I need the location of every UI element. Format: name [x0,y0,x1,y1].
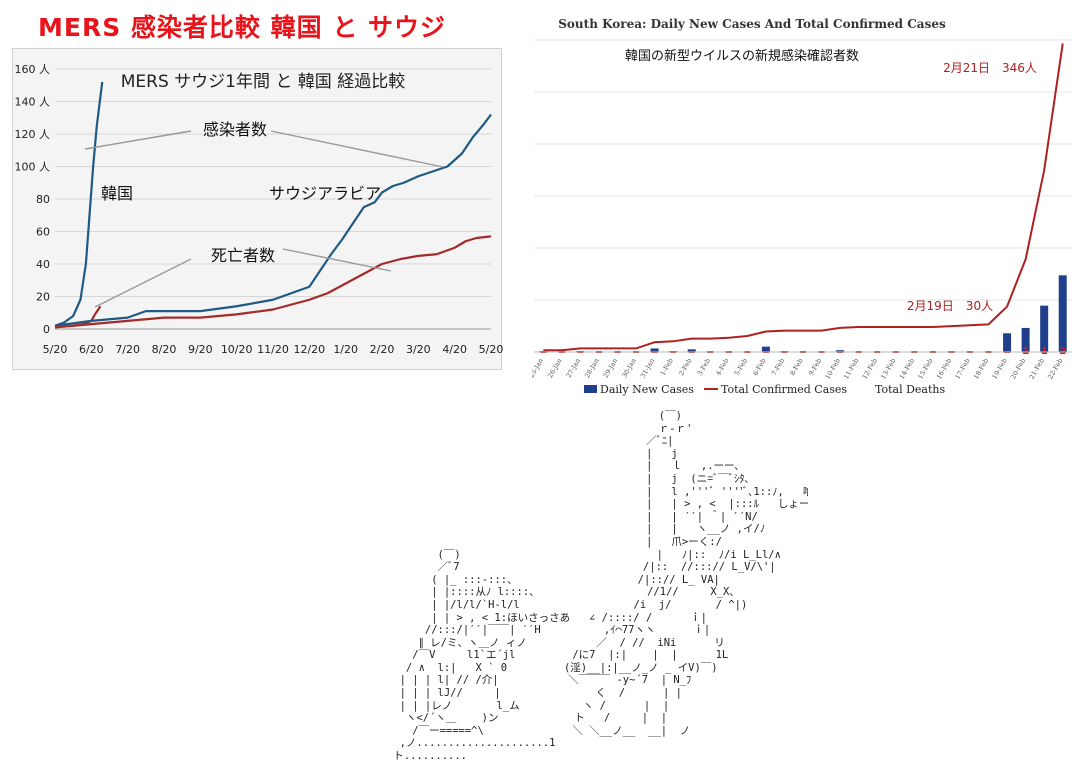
x-tick-label: 12-Feb [861,357,879,381]
x-tick-label: 9/20 [188,343,213,356]
x-tick-label: 5/20 [43,343,68,356]
annotation-pointer [84,130,192,150]
x-tick-label: 13-Feb [879,357,897,381]
series-line-3 [54,235,492,329]
bar-daily-19-Feb [1003,333,1012,352]
chart-subtitle: 韓国の新型ウイルスの新規感染確認者数 [625,48,859,64]
legend-label-daily: Daily New Cases [600,383,694,396]
x-tick-label: 17-Feb [953,357,971,381]
x-tick-label: 1-Feb [659,357,675,377]
bar-daily-20-Feb [1021,327,1030,352]
x-tick-label: 6-Feb [751,357,767,377]
annotation-pointer [94,258,192,308]
x-tick-label: 2/20 [370,343,395,356]
annotation-deaths: 死亡者数 [211,246,275,265]
korea-cases-chart: South Korea: Daily New Cases And Total C… [528,12,1074,404]
x-tick-label: 9-Feb [807,357,823,377]
x-tick-label: 10/20 [221,343,253,356]
bar-daily-21-Feb [1040,305,1049,352]
annotation-saudi: サウジアラビア [269,184,381,203]
x-tick-label: 27-Jan [565,357,582,379]
y-tick-label: 60 [36,226,50,239]
x-tick-label: 25-Jan [532,357,545,379]
x-tick-label: 16-Feb [935,357,953,381]
x-tick-label: 10-Feb [824,357,842,381]
headline: MERS 感染者比較 韓国 と サウジ [38,13,447,42]
annotation-infected: 感染者数 [203,120,267,139]
x-tick-label: 7/20 [115,343,140,356]
x-tick-label: 28-Jan [583,357,600,379]
x-tick-label: 5/20 [479,343,503,356]
x-tick-label: 15-Feb [916,357,934,381]
y-tick-label: 0 [43,323,50,336]
y-tick-label: 120 人 [15,128,51,141]
bar-daily-2-Feb [687,349,696,352]
legend-label-total: Total Confirmed Cases [721,383,847,396]
annotation-pointer [270,130,444,168]
legend-swatch-daily [584,385,597,393]
x-tick-label: 14-Feb [898,357,916,381]
annotation-korea: 韓国 [101,184,133,203]
annotation-feb19: 2月19日 30人 [907,299,993,313]
y-tick-label: 100 人 [15,161,51,174]
x-tick-label: 4/20 [442,343,467,356]
x-tick-label: 3/20 [406,343,431,356]
bar-daily-6-Feb [761,346,770,352]
annotation-feb21: 2月21日 346人 [943,61,1037,75]
x-tick-label: 20-Feb [1009,357,1027,381]
x-tick-label: 26-Jan [546,357,563,379]
series-line-total [543,43,1064,352]
x-tick-label: 3-Feb [696,357,712,377]
x-tick-label: 30-Jan [620,357,637,379]
x-tick-label: 19-Feb [991,357,1009,381]
y-tick-label: 40 [36,258,50,271]
chart-title: MERS サウジ1年間 と 韓国 経過比較 [121,72,405,92]
korea-chart-svg: South Korea: Daily New Cases And Total C… [528,17,1072,396]
series-line-0 [54,81,104,327]
ascii-art: (￣) ｒ‐ｒ' ／ﾞﾆ| | j | [393,410,808,763]
y-tick-label: 160 人 [15,63,51,76]
x-tick-label: 21-Feb [1028,357,1046,381]
x-tick-label: 4-Feb [714,357,730,377]
x-tick-label: 7-Feb [770,357,786,377]
x-tick-label: 31-Jan [639,357,656,379]
bar-daily-31-Jan [650,348,659,352]
y-tick-label: 140 人 [15,96,51,109]
legend-label-deaths: Total Deaths [875,383,945,396]
mers-comparison-chart: 0 20 40 60 80 100 人 120 人 140 人 160 人 5/20 6/20 7/2… [12,48,504,370]
x-tick-label: 1/20 [333,343,358,356]
annotation-pointer [282,248,392,272]
x-tick-label: 18-Feb [972,357,990,381]
x-tick-label: 2-Feb [677,357,693,377]
x-tick-label: 6/20 [79,343,104,356]
x-tick-label: 29-Jan [602,357,619,379]
x-tick-label: 11-Feb [842,357,860,381]
y-tick-label: 20 [36,291,50,304]
x-tick-label: 8-Feb [789,357,805,377]
x-tick-label: 8/20 [152,343,177,356]
mers-chart-svg: 0 20 40 60 80 100 人 120 人 140 人 160 人 5/20 6/20 7/2… [15,63,504,356]
x-tick-label: 12/20 [293,343,325,356]
y-tick-label: 80 [36,193,50,206]
series-line-2 [54,113,492,327]
x-tick-label: 5-Feb [733,357,749,377]
x-tick-label: 11/20 [257,343,289,356]
x-tick-label: 22-Feb [1046,357,1064,381]
bar-daily-22-Feb [1058,275,1067,352]
chart-title: South Korea: Daily New Cases And Total C… [558,17,946,31]
